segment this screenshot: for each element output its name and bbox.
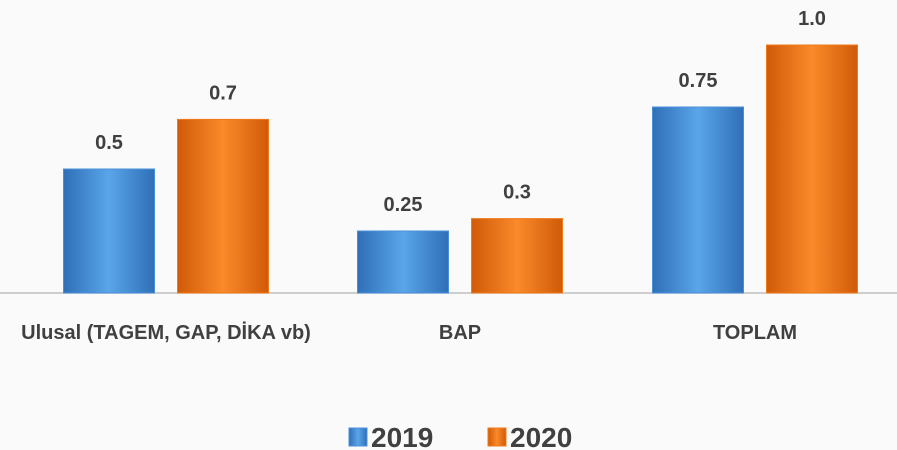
x-tick-label: BAP	[438, 322, 482, 344]
bar	[63, 168, 155, 294]
bar	[766, 44, 858, 294]
legend-label: 2020	[510, 422, 572, 450]
x-tick-label: Ulusal (TAGEM, GAP, DİKA vb)	[21, 322, 311, 344]
bar	[471, 218, 563, 294]
data-label: 0.5	[95, 132, 123, 154]
legend-swatch	[348, 427, 368, 447]
bar	[652, 106, 744, 294]
bar	[357, 230, 449, 294]
data-label: 0.25	[384, 194, 423, 216]
data-label: 0.7	[209, 82, 237, 104]
data-label: 1.0	[798, 8, 826, 30]
bar	[177, 118, 269, 294]
x-tick-label: TOPLAM	[712, 322, 798, 344]
data-label: 0.3	[503, 182, 531, 204]
legend-label: 2019	[371, 422, 433, 450]
legend-swatch	[487, 427, 507, 447]
data-label: 0.75	[679, 70, 718, 92]
